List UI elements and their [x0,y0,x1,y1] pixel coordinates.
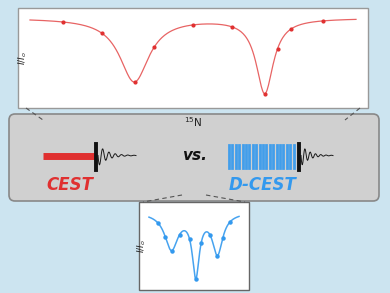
Text: CEST: CEST [46,176,93,194]
FancyBboxPatch shape [18,8,368,108]
Text: $I/I_o$: $I/I_o$ [136,239,148,253]
FancyBboxPatch shape [9,114,379,201]
Text: $I/I_o$: $I/I_o$ [17,51,29,65]
FancyBboxPatch shape [139,202,249,290]
Text: $^{15}$N: $^{15}$N [184,115,202,129]
Text: vs.: vs. [182,148,206,163]
Text: D-CEST: D-CEST [229,176,297,194]
